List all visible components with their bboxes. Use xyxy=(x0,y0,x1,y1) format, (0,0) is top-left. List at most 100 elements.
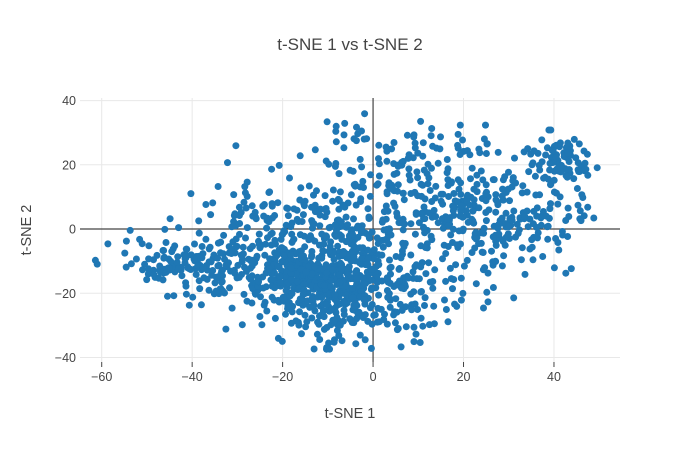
scatter-point[interactable] xyxy=(460,262,468,270)
scatter-point[interactable] xyxy=(310,263,318,271)
scatter-point[interactable] xyxy=(292,270,300,278)
scatter-point[interactable] xyxy=(570,175,578,183)
scatter-point[interactable] xyxy=(439,200,447,208)
scatter-point[interactable] xyxy=(399,226,407,234)
scatter-point[interactable] xyxy=(412,330,420,338)
scatter-point[interactable] xyxy=(514,229,522,237)
scatter-point[interactable] xyxy=(456,121,464,129)
scatter-point[interactable] xyxy=(368,301,376,308)
scatter-point[interactable] xyxy=(247,264,254,272)
scatter-point[interactable] xyxy=(162,239,170,246)
scatter-point[interactable] xyxy=(226,284,233,292)
scatter-point[interactable] xyxy=(271,284,279,292)
scatter-point[interactable] xyxy=(282,287,290,295)
scatter-point[interactable] xyxy=(544,175,552,183)
scatter-point[interactable] xyxy=(407,251,415,259)
scatter-point[interactable] xyxy=(457,190,465,198)
scatter-point[interactable] xyxy=(402,323,410,331)
scatter-point[interactable] xyxy=(241,189,249,197)
scatter-point[interactable] xyxy=(359,177,367,185)
scatter-point[interactable] xyxy=(256,313,264,320)
scatter-point[interactable] xyxy=(371,311,379,319)
scatter-point[interactable] xyxy=(542,212,550,220)
scatter-point[interactable] xyxy=(580,166,588,174)
scatter-point[interactable] xyxy=(338,265,346,273)
scatter-point[interactable] xyxy=(542,151,550,159)
scatter-point[interactable] xyxy=(316,312,324,319)
scatter-point[interactable] xyxy=(442,306,450,313)
scatter-point[interactable] xyxy=(267,230,275,238)
scatter-point[interactable] xyxy=(418,192,425,200)
scatter-point[interactable] xyxy=(328,306,336,314)
scatter-point[interactable] xyxy=(422,270,430,278)
scatter-point[interactable] xyxy=(350,242,358,250)
scatter-point[interactable] xyxy=(562,217,570,224)
scatter-point[interactable] xyxy=(187,266,195,273)
scatter-point[interactable] xyxy=(473,188,481,196)
scatter-point[interactable] xyxy=(466,151,474,159)
scatter-point[interactable] xyxy=(375,160,383,168)
scatter-point[interactable] xyxy=(555,246,563,254)
scatter-point[interactable] xyxy=(593,164,601,172)
scatter-point[interactable] xyxy=(214,183,222,190)
scatter-point[interactable] xyxy=(482,121,489,129)
scatter-point[interactable] xyxy=(446,264,454,272)
scatter-point[interactable] xyxy=(280,252,288,260)
scatter-point[interactable] xyxy=(195,277,203,285)
scatter-point[interactable] xyxy=(195,217,203,225)
scatter-point[interactable] xyxy=(231,210,239,218)
scatter-point[interactable] xyxy=(427,132,435,140)
scatter-point[interactable] xyxy=(454,141,462,149)
scatter-point[interactable] xyxy=(327,283,335,291)
scatter-point[interactable] xyxy=(373,278,381,286)
scatter-point[interactable] xyxy=(257,293,264,301)
scatter-point[interactable] xyxy=(358,163,366,171)
scatter-point[interactable] xyxy=(242,234,249,242)
scatter-point[interactable] xyxy=(350,135,358,143)
scatter-point[interactable] xyxy=(554,239,562,246)
scatter-point[interactable] xyxy=(269,276,277,283)
scatter-point[interactable] xyxy=(418,288,425,295)
scatter-point[interactable] xyxy=(387,270,394,278)
scatter-point[interactable] xyxy=(279,245,287,252)
scatter-point[interactable] xyxy=(430,302,438,310)
scatter-point[interactable] xyxy=(492,208,500,216)
scatter-point[interactable] xyxy=(299,211,307,219)
scatter-point[interactable] xyxy=(139,266,146,274)
scatter-point[interactable] xyxy=(287,251,295,259)
scatter-point[interactable] xyxy=(365,213,373,221)
scatter-point[interactable] xyxy=(426,187,434,194)
scatter-point[interactable] xyxy=(370,255,378,263)
scatter-point[interactable] xyxy=(410,288,418,296)
scatter-point[interactable] xyxy=(393,209,401,217)
scatter-point[interactable] xyxy=(388,145,396,153)
scatter-point[interactable] xyxy=(349,294,357,301)
scatter-point[interactable] xyxy=(341,298,348,306)
scatter-point[interactable] xyxy=(229,238,237,246)
scatter-point[interactable] xyxy=(483,140,491,148)
scatter-point[interactable] xyxy=(178,272,186,280)
scatter-point[interactable] xyxy=(91,256,99,264)
scatter-point[interactable] xyxy=(321,192,329,200)
scatter-point[interactable] xyxy=(239,256,246,264)
scatter-point[interactable] xyxy=(468,164,476,172)
scatter-point[interactable] xyxy=(316,241,323,249)
scatter-point[interactable] xyxy=(143,276,151,284)
scatter-point[interactable] xyxy=(340,311,348,319)
scatter-point[interactable] xyxy=(420,225,428,233)
scatter-point[interactable] xyxy=(215,261,223,269)
scatter-point[interactable] xyxy=(564,149,572,157)
scatter-point[interactable] xyxy=(238,321,246,329)
scatter-point[interactable] xyxy=(444,182,452,189)
scatter-point[interactable] xyxy=(334,242,342,250)
scatter-point[interactable] xyxy=(275,161,283,169)
scatter-point[interactable] xyxy=(575,140,583,148)
scatter-point[interactable] xyxy=(293,278,301,286)
scatter-point[interactable] xyxy=(316,336,324,343)
scatter-point[interactable] xyxy=(400,243,408,251)
scatter-point[interactable] xyxy=(390,139,398,146)
scatter-point[interactable] xyxy=(302,323,310,331)
scatter-point[interactable] xyxy=(187,190,195,198)
scatter-point[interactable] xyxy=(436,145,444,153)
scatter-point[interactable] xyxy=(383,320,391,328)
